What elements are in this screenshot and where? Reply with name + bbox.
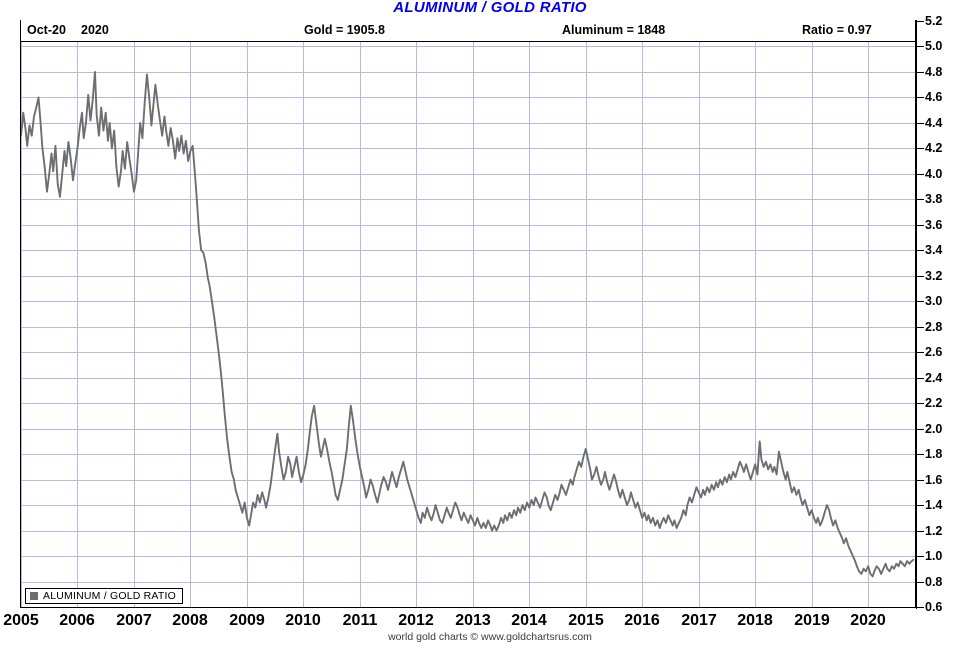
y-axis-tick [916,378,924,379]
y-axis-label: 1.0 [925,549,943,563]
y-axis-tick [916,505,924,506]
info-ratio-value: Ratio = 0.97 [802,23,872,37]
x-axis-label: 2006 [59,612,95,629]
y-axis-label: 1.6 [925,473,943,487]
y-axis-label: 0.6 [925,600,943,614]
y-axis-line [916,20,917,609]
x-axis-label: 2007 [116,612,152,629]
y-axis-label: 0.8 [925,575,943,589]
y-axis-label: 2.2 [925,396,943,410]
y-axis-label: 4.2 [925,141,943,155]
series-aluminum-gold-ratio [21,71,915,578]
info-gold-value: Gold = 1905.8 [304,23,385,37]
x-axis-label: 2017 [681,612,717,629]
series-path [21,71,915,578]
y-axis-label: 4.6 [925,90,943,104]
y-axis-label: 1.4 [925,498,943,512]
y-axis-tick [916,429,924,430]
y-axis-tick [916,352,924,353]
legend-label: ALUMINUM / GOLD RATIO [43,590,176,602]
y-axis-label: 2.4 [925,371,943,385]
info-band: Oct-20 2020 Gold = 1905.8 Aluminum = 184… [20,20,916,42]
y-axis-label: 3.0 [925,294,943,308]
info-band-background [21,20,915,41]
y-axis-tick [916,21,924,22]
y-axis-tick [916,97,924,98]
y-axis-tick [916,327,924,328]
info-year: 2020 [81,23,109,37]
y-axis-tick [916,46,924,47]
x-axis-label: 2014 [511,612,547,629]
y-axis-label: 5.0 [925,39,943,53]
y-axis-tick [916,403,924,404]
info-date: Oct-20 [27,23,66,37]
y-axis-tick [916,174,924,175]
y-axis-label: 3.4 [925,243,943,257]
x-axis-label: 2020 [850,612,886,629]
y-axis-label: 1.2 [925,524,943,538]
y-axis-tick [916,199,924,200]
x-axis-label: 2013 [455,612,491,629]
y-axis-tick [916,607,924,608]
y-axis-tick [916,225,924,226]
legend: ALUMINUM / GOLD RATIO [25,588,183,604]
plot-area [20,20,916,608]
x-axis-label: 2009 [229,612,265,629]
y-axis-tick [916,276,924,277]
x-axis-label: 2016 [624,612,660,629]
y-axis-label: 2.8 [925,320,943,334]
y-axis-tick [916,582,924,583]
x-axis-label: 2018 [737,612,773,629]
x-axis-label: 2005 [3,612,39,629]
y-axis-label: 4.0 [925,167,943,181]
gridlines [21,21,915,607]
y-axis-label: 3.8 [925,192,943,206]
y-axis-label: 5.2 [925,14,943,28]
x-axis-label: 2008 [172,612,208,629]
y-axis-label: 3.2 [925,269,943,283]
y-axis-label: 2.0 [925,422,943,436]
y-axis-tick [916,480,924,481]
x-axis-label: 2010 [285,612,321,629]
x-axis-label: 2019 [794,612,830,629]
y-axis-tick [916,301,924,302]
info-aluminum-value: Aluminum = 1848 [562,23,666,37]
y-axis-label: 4.4 [925,116,943,130]
y-axis-label: 1.8 [925,447,943,461]
chart-title: ALUMINUM / GOLD RATIO [393,0,587,16]
y-axis-tick [916,148,924,149]
y-axis-tick [916,123,924,124]
legend-swatch-icon [30,592,38,600]
y-axis-label: 3.6 [925,218,943,232]
x-axis-label: 2015 [568,612,604,629]
y-axis-label: 4.8 [925,65,943,79]
footer-credit: world gold charts © www.goldchartsrus.co… [388,631,592,643]
y-axis-tick [916,556,924,557]
y-axis-tick [916,250,924,251]
y-axis-tick [916,531,924,532]
y-axis-tick [916,72,924,73]
x-axis-label: 2011 [342,612,378,629]
x-axis-label: 2012 [398,612,434,629]
y-axis-label: 2.6 [925,345,943,359]
y-axis-tick [916,454,924,455]
